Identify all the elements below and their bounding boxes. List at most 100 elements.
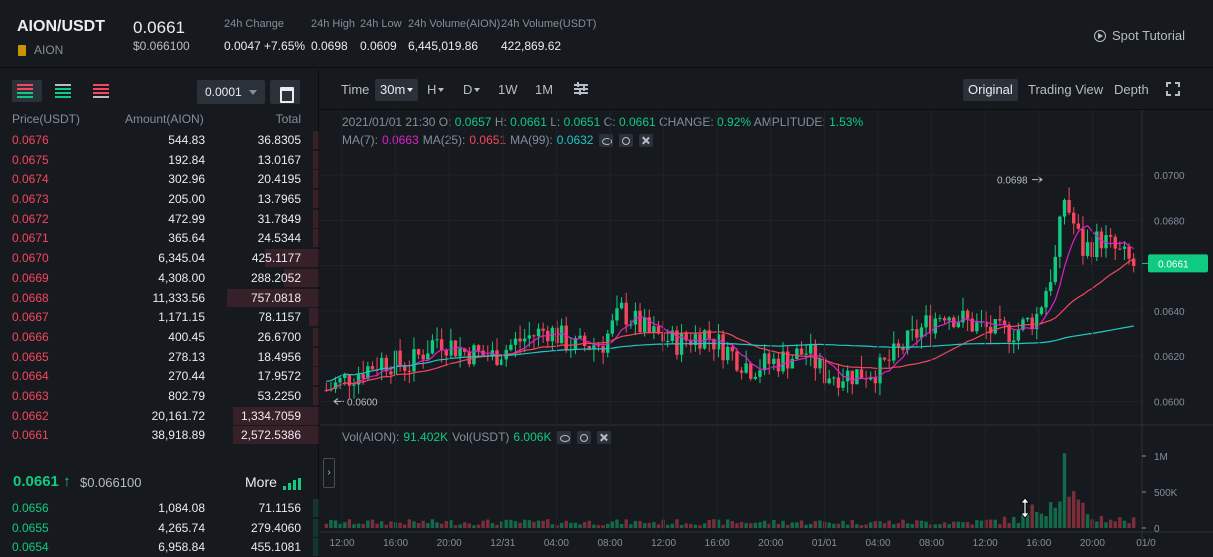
fullscreen-icon[interactable]	[1166, 82, 1180, 96]
mid-price[interactable]: 0.0661 ↑	[13, 473, 71, 490]
view-depth[interactable]: Depth	[1114, 82, 1149, 97]
indicator-settings-icon[interactable]	[574, 82, 588, 96]
interval-1m[interactable]: 1M	[535, 82, 554, 97]
candle-body	[795, 348, 799, 359]
interval-day[interactable]: D	[458, 79, 485, 101]
depth-bar	[232, 406, 319, 425]
interval-hour[interactable]: H	[422, 79, 449, 101]
spot-tutorial-link[interactable]: Spot Tutorial	[1094, 28, 1185, 43]
bid-row[interactable]: 0.0655 4,265.74 279.4060	[0, 518, 319, 538]
depth-bar	[312, 386, 319, 405]
eye-icon[interactable]	[557, 430, 572, 444]
candle-body	[555, 327, 559, 344]
ask-row[interactable]: 0.0669 4,308.00 288.2052	[0, 268, 319, 288]
volume-bar	[670, 523, 675, 528]
candle-body	[458, 348, 462, 357]
ask-row[interactable]: 0.0670 6,345.04 425.1177	[0, 248, 319, 268]
gear-icon[interactable]	[577, 430, 592, 444]
candle-body	[689, 340, 693, 346]
eye-icon[interactable]	[599, 133, 614, 147]
close-icon[interactable]	[597, 430, 612, 444]
signal-bars-icon	[282, 478, 301, 490]
candle-body	[642, 317, 647, 333]
volume-bar	[892, 524, 896, 528]
candle-body	[476, 345, 481, 351]
volume-bar	[467, 523, 472, 528]
bid-row[interactable]: 0.0654 6,958.84 455.1081	[0, 537, 319, 557]
ask-row[interactable]: 0.0673 205.00 13.7965	[0, 189, 319, 209]
price-tick-label: 0.0700	[1154, 171, 1185, 182]
volume-bar	[790, 522, 794, 528]
volume-bar	[919, 520, 924, 528]
volume-bar	[324, 523, 329, 528]
ask-row[interactable]: 0.0663 802.79 53.2250	[0, 386, 319, 406]
volume-bar	[975, 520, 979, 528]
book-bids-view-icon[interactable]	[50, 80, 80, 102]
ask-row[interactable]: 0.0664 270.44 17.9572	[0, 366, 319, 386]
book-asks-view-icon[interactable]	[88, 80, 118, 102]
candle-body	[1072, 212, 1076, 224]
depth-bar	[312, 131, 319, 149]
time-tick-label: 20:00	[1080, 538, 1105, 549]
volume-bar	[642, 523, 647, 528]
depth-bar	[312, 499, 319, 517]
interval-30m[interactable]: 30m	[375, 79, 419, 101]
gear-icon[interactable]	[619, 133, 634, 147]
volume-bar	[504, 519, 508, 528]
candle-body	[1025, 317, 1030, 320]
candle-body	[933, 318, 938, 334]
order-amount: 278.13	[168, 349, 205, 364]
ask-row[interactable]: 0.0665 278.13 18.4956	[0, 347, 319, 367]
expand-panel-chevron-icon[interactable]: ›	[323, 458, 335, 488]
view-original[interactable]: Original	[963, 79, 1018, 101]
volume-bar	[855, 524, 859, 528]
volume-bar	[859, 525, 864, 528]
low-marker-arrow	[333, 398, 344, 405]
ask-row[interactable]: 0.0674 302.96 20.4195	[0, 169, 319, 189]
ask-row[interactable]: 0.0666 400.45 26.6700	[0, 327, 319, 347]
volume-bar	[333, 520, 338, 528]
ask-row[interactable]: 0.0672 472.99 31.7849	[0, 209, 319, 229]
view-trading-view[interactable]: Trading View	[1028, 82, 1104, 97]
volume-bar	[490, 523, 495, 528]
order-amount: 302.96	[168, 172, 205, 187]
close-icon[interactable]	[639, 133, 654, 147]
candle-body	[915, 329, 919, 338]
candle-body	[550, 327, 555, 342]
ask-row[interactable]: 0.0671 365.64 24.5344	[0, 228, 319, 248]
book-both-view-icon[interactable]	[12, 80, 42, 102]
candle-body	[859, 369, 864, 379]
order-total: 13.7965	[257, 192, 301, 207]
order-total: 36.8305	[257, 133, 301, 147]
volume-bar	[1104, 522, 1108, 528]
volume-bar	[509, 519, 513, 528]
interval-1w[interactable]: 1W	[498, 82, 518, 97]
depth-bar	[312, 367, 319, 386]
more-button[interactable]: More	[245, 474, 301, 490]
depth-bar	[312, 327, 319, 346]
stat-24h-high: 24h High 0.0698	[311, 18, 355, 53]
bid-row[interactable]: 0.0656 1,084.08 71.1156	[0, 498, 319, 518]
ask-row[interactable]: 0.0662 20,161.72 1,334.7059	[0, 406, 319, 426]
volume-bar	[675, 519, 679, 528]
amplitude-label: AMPLITUDE:	[753, 115, 826, 129]
precision-select[interactable]: 0.0001	[197, 80, 265, 104]
candle-body	[412, 349, 416, 372]
ask-row[interactable]: 0.0675 192.84 13.0167	[0, 150, 319, 170]
candle-body	[896, 343, 901, 347]
book-settings-icon[interactable]	[270, 80, 300, 104]
candle-body	[942, 318, 947, 321]
pair-title[interactable]: AION/USDT	[17, 18, 105, 35]
coin-info[interactable]: AION	[18, 43, 63, 57]
ask-row[interactable]: 0.0668 11,333.56 757.0818	[0, 288, 319, 308]
ask-row[interactable]: 0.0667 1,171.15 78.1157	[0, 307, 319, 327]
candle-body	[522, 338, 527, 342]
candle-body	[809, 344, 813, 354]
low-label: L:	[550, 115, 561, 129]
candle-body	[541, 328, 545, 331]
order-price: 0.0671	[12, 231, 49, 246]
play-circle-icon	[1094, 29, 1106, 42]
depth-bar	[312, 538, 319, 557]
ask-row[interactable]: 0.0661 38,918.89 2,572.5386	[0, 425, 319, 445]
ask-row[interactable]: 0.0676 544.83 36.8305	[0, 130, 319, 150]
